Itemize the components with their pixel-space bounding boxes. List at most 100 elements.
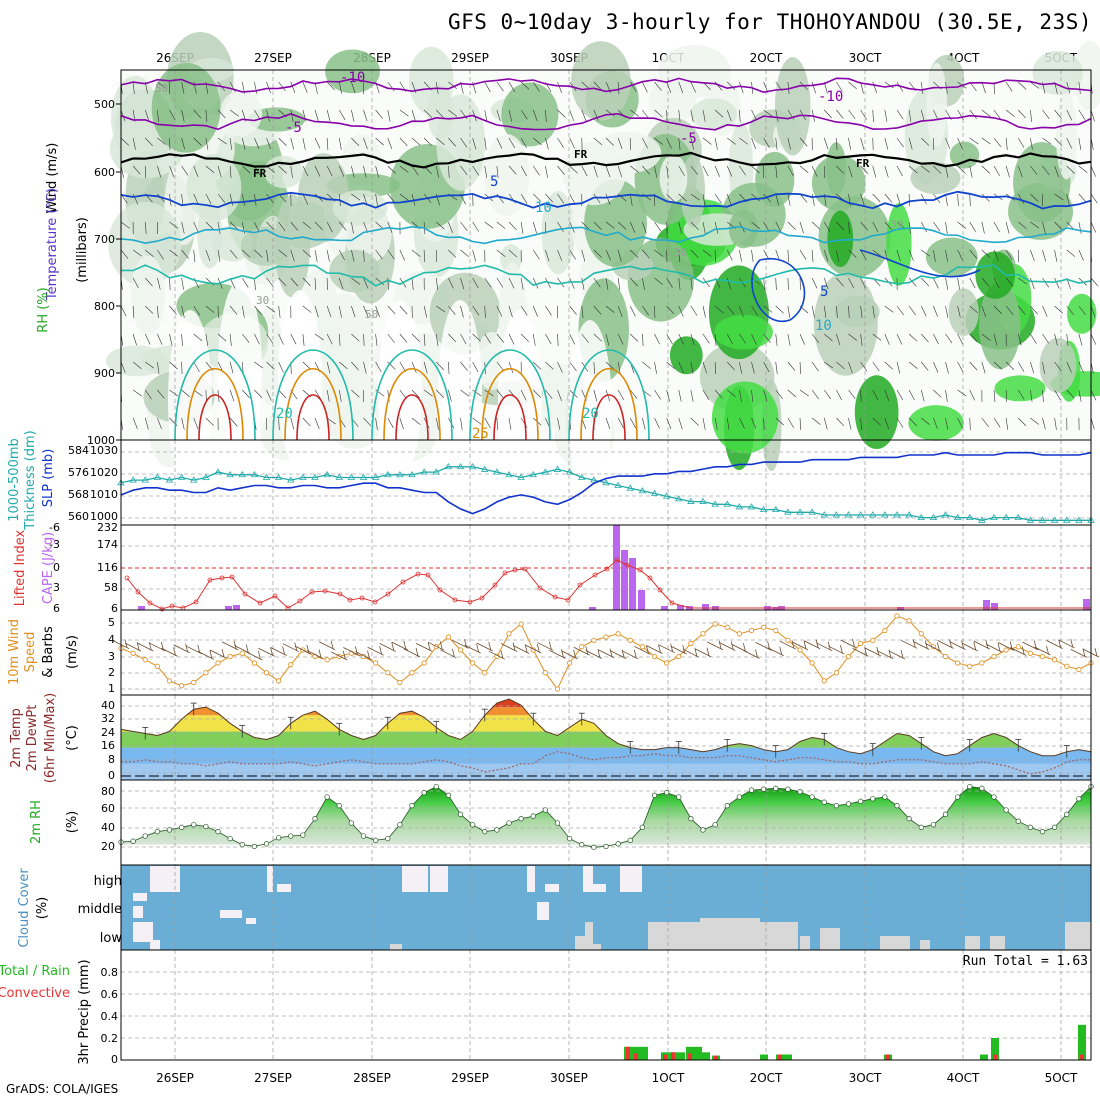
wind-barb [702,305,706,318]
level-tick: 1000 [87,434,115,447]
wind-barb [1042,109,1050,120]
wind-barb [205,249,211,262]
wind-barb [120,305,127,317]
wind-barb [318,641,336,651]
wind-barb [706,641,724,651]
wind-speed-point [373,660,379,666]
rh-point [275,835,282,841]
wind-barb [205,305,215,313]
thickness-point [371,473,380,480]
wind-barb [666,221,668,234]
wind-barb [326,221,333,233]
wind-barb [193,221,199,233]
contour-label: -10 [340,70,365,86]
thickness-line [120,466,1091,521]
wind-barb [1017,137,1025,148]
wind-speed-point [870,637,876,643]
wind-barb [593,361,595,374]
rh-shade [1039,338,1077,393]
thickness-point [1026,516,1035,523]
wind-barb [197,644,201,653]
wind-barb [799,417,802,430]
thickness-point [687,497,695,504]
wind-barb [533,249,540,260]
wind-barb [622,650,639,660]
wind-barb [848,81,857,90]
wind-barb [836,333,841,346]
wind-barb [1042,277,1050,288]
thickness-point [493,468,501,475]
rh-shade [813,272,878,376]
wind-barb [908,333,918,342]
wind-barb [630,277,638,287]
wind-barb [246,651,263,661]
thickness-point [978,516,986,523]
lifted-tick: -3 [49,538,60,551]
wind-barb [860,277,866,289]
wind-barb [302,361,311,370]
wind-barb [436,305,446,313]
wind-barb [411,165,419,176]
wind-barb [933,277,939,289]
thickness-point [190,476,198,483]
wind-barb [217,221,221,234]
wind-barb [642,333,644,346]
wind-barb [585,650,603,659]
wind-barb [751,333,757,345]
wind-speed-point [797,647,803,653]
wind-barb [690,137,694,150]
wind-barb [896,361,901,374]
temp-contour-25 [284,367,342,441]
wind-barb [399,165,409,173]
wind-barb [1005,249,1013,260]
wind-barb [763,109,773,117]
wind-barb [399,305,408,315]
wind-barb [1030,277,1035,290]
wind-speed-point [627,637,633,643]
wind-barb [597,649,615,658]
wind-speed-point [215,660,221,666]
rh-point [433,783,439,790]
wind-barb [727,305,735,315]
wind-barb [169,109,176,121]
wind-barb [872,81,878,94]
wind-barb [629,193,633,206]
wind-speed-point [397,679,403,686]
wind-barb [508,221,517,231]
wind-barb [496,417,499,430]
wind-barb [775,389,783,400]
temp-contour-25 [186,367,244,441]
wind-barb [933,361,939,373]
wind-barb [427,642,431,651]
precip-convective-bar [688,1053,692,1060]
millibars-label: (millibars) [75,217,90,283]
wind-barb [533,389,542,398]
wind-barb [476,643,480,653]
footer-credit: GrADS: COLA/IGES [6,1082,119,1096]
wind-speed-point [1039,653,1046,660]
precip-convective-bar [886,1054,890,1060]
rh-shade [592,131,662,174]
wind-speed-point [845,653,852,660]
wind-barb [484,221,494,229]
thickness-point [869,511,877,518]
wind-speed-point [324,657,330,663]
wind-barb [799,137,808,147]
wind-barb [241,305,245,318]
rh-point [748,787,755,793]
cape-bar [991,603,998,610]
wind-barb [314,137,321,149]
wind-barb [132,249,142,257]
rh-shade [408,46,454,115]
wind-barb [908,417,917,427]
precip-convective-label: Convective [0,986,70,1001]
wind-barb [145,389,152,400]
wind-barb [957,417,963,429]
wind-barb [545,277,551,289]
wind-barb [205,193,212,205]
wind-barb [533,193,542,202]
cloud-high [402,866,428,892]
precip-total-bar [1078,1024,1086,1060]
cape-bar [613,525,620,610]
wind-speed-point [906,618,912,624]
